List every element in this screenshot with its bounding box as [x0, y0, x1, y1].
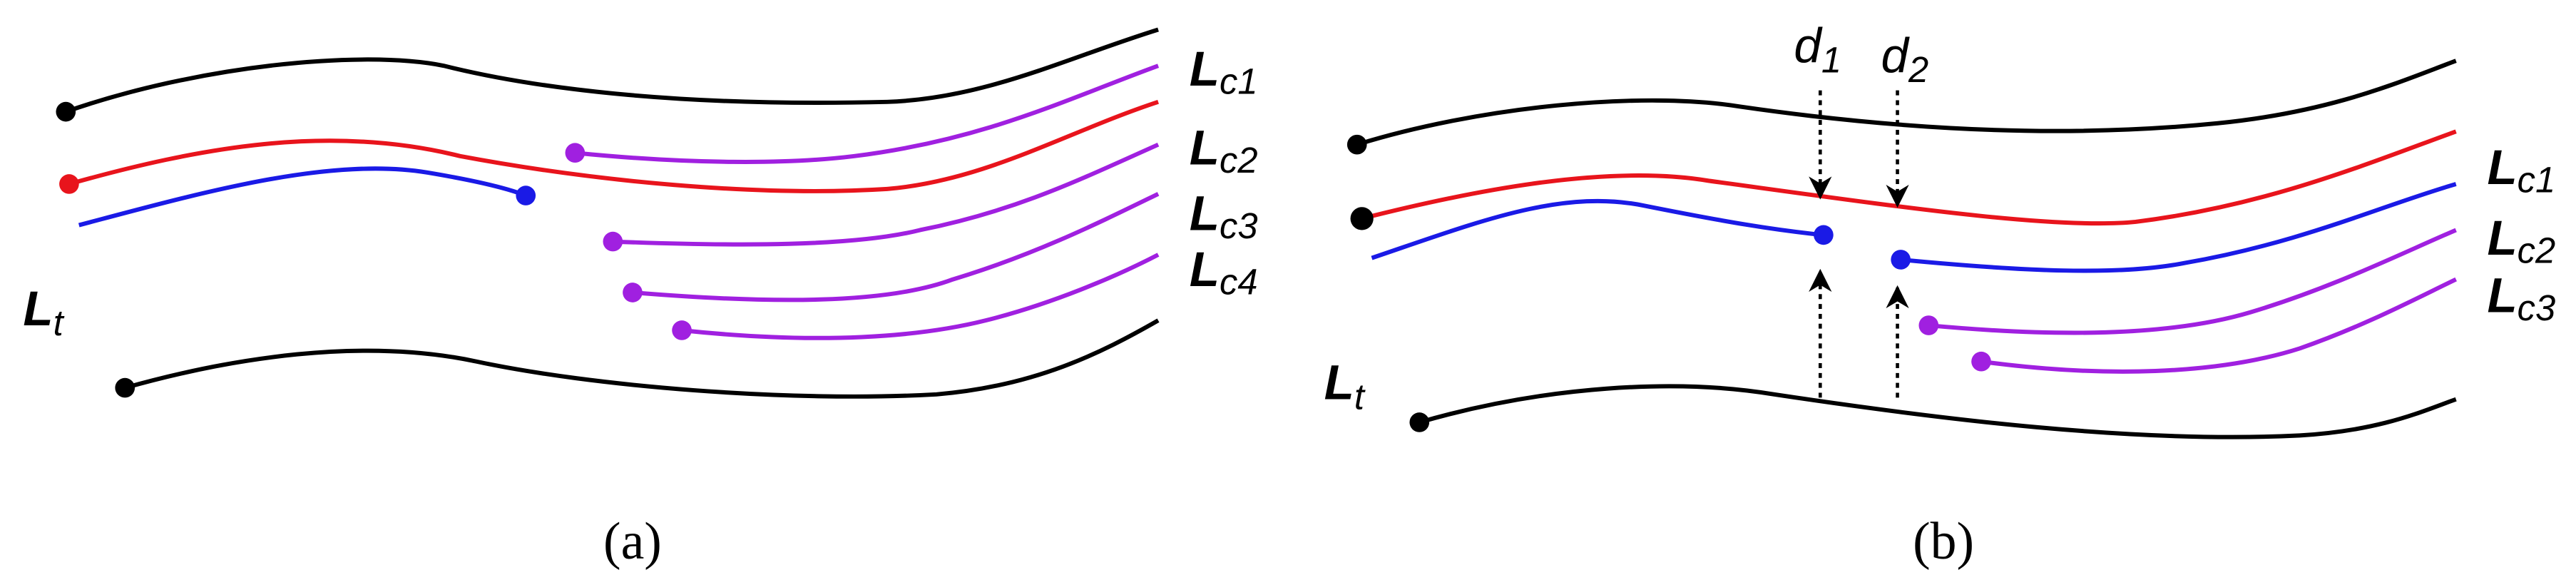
start-dot	[1350, 207, 1374, 230]
start-dot	[1409, 412, 1430, 432]
label-part: c2	[1220, 140, 1258, 180]
label-part: c1	[1220, 61, 1258, 101]
reference-line	[1361, 129, 2457, 226]
label-part: L	[1190, 241, 1220, 297]
line-label: Lc3	[1190, 185, 1258, 246]
start-dot	[1971, 351, 1991, 372]
line-label: Lc1	[2487, 139, 2555, 200]
boundary-line	[1356, 58, 2457, 147]
label-part: L	[1324, 355, 1354, 410]
candidate-line	[1980, 277, 2457, 374]
line-label: Lt	[1324, 355, 1366, 417]
line-label: Lc4	[1190, 241, 1258, 302]
label-part: L	[1190, 119, 1220, 175]
start-dot	[623, 283, 643, 302]
panel-caption: (a)	[603, 512, 662, 570]
candidate-line	[613, 142, 1160, 247]
start-dot	[115, 377, 136, 398]
label-part: c3	[2518, 288, 2556, 328]
end-dot	[516, 185, 536, 205]
line-label: Lt	[23, 280, 64, 343]
label-part: 1	[1821, 39, 1841, 80]
label-part: t	[1354, 377, 1366, 417]
line-label: Lc3	[2487, 268, 2555, 329]
start-dot	[1346, 134, 1367, 155]
label-part: L	[2487, 210, 2517, 265]
label-part: L	[23, 280, 53, 336]
start-dot	[56, 101, 76, 122]
label-part: c4	[1220, 261, 1258, 302]
label-part: L	[2487, 268, 2517, 323]
target-line	[1371, 198, 1824, 260]
candidate-line	[1900, 182, 2457, 273]
line-label: Lc2	[2487, 210, 2555, 271]
start-dot	[603, 231, 623, 252]
start-dot	[565, 143, 586, 163]
boundary-line	[1419, 384, 2457, 439]
boundary-line	[124, 318, 1160, 399]
reference-line	[68, 99, 1159, 193]
panel-caption: (b)	[1913, 512, 1974, 570]
panel-b: d1 d2 Lc1 Lc2 Lc3 Lt (b)	[1324, 18, 2556, 571]
label-part: c2	[2518, 230, 2556, 271]
candidate-line	[575, 63, 1160, 164]
panel-a: Lc1 Lc2 Lc3 Lc4 Lt (a)	[23, 27, 1258, 570]
label-part: c1	[2518, 159, 2556, 200]
boundary-line	[65, 27, 1159, 114]
start-dot	[1891, 250, 1911, 270]
label-part: L	[1190, 185, 1220, 240]
target-line	[78, 166, 527, 228]
end-dot	[1814, 225, 1834, 245]
line-label: Lc1	[1190, 41, 1258, 102]
candidate-line	[1928, 228, 2457, 335]
label-part: t	[53, 302, 65, 343]
label-part: c3	[1220, 205, 1258, 246]
distance-label: d2	[1881, 27, 1929, 90]
start-dot	[1918, 315, 1939, 335]
label-part: L	[1190, 41, 1220, 96]
distance-label: d1	[1794, 18, 1841, 81]
label-part: L	[2487, 139, 2517, 195]
start-dot	[59, 174, 79, 194]
label-part: d	[1881, 27, 1911, 83]
candidate-line	[632, 192, 1160, 302]
label-part: 2	[1908, 49, 1928, 90]
candidate-line	[681, 253, 1160, 340]
label-part: d	[1794, 18, 1823, 73]
start-dot	[672, 320, 692, 340]
line-label: Lc2	[1190, 119, 1258, 180]
